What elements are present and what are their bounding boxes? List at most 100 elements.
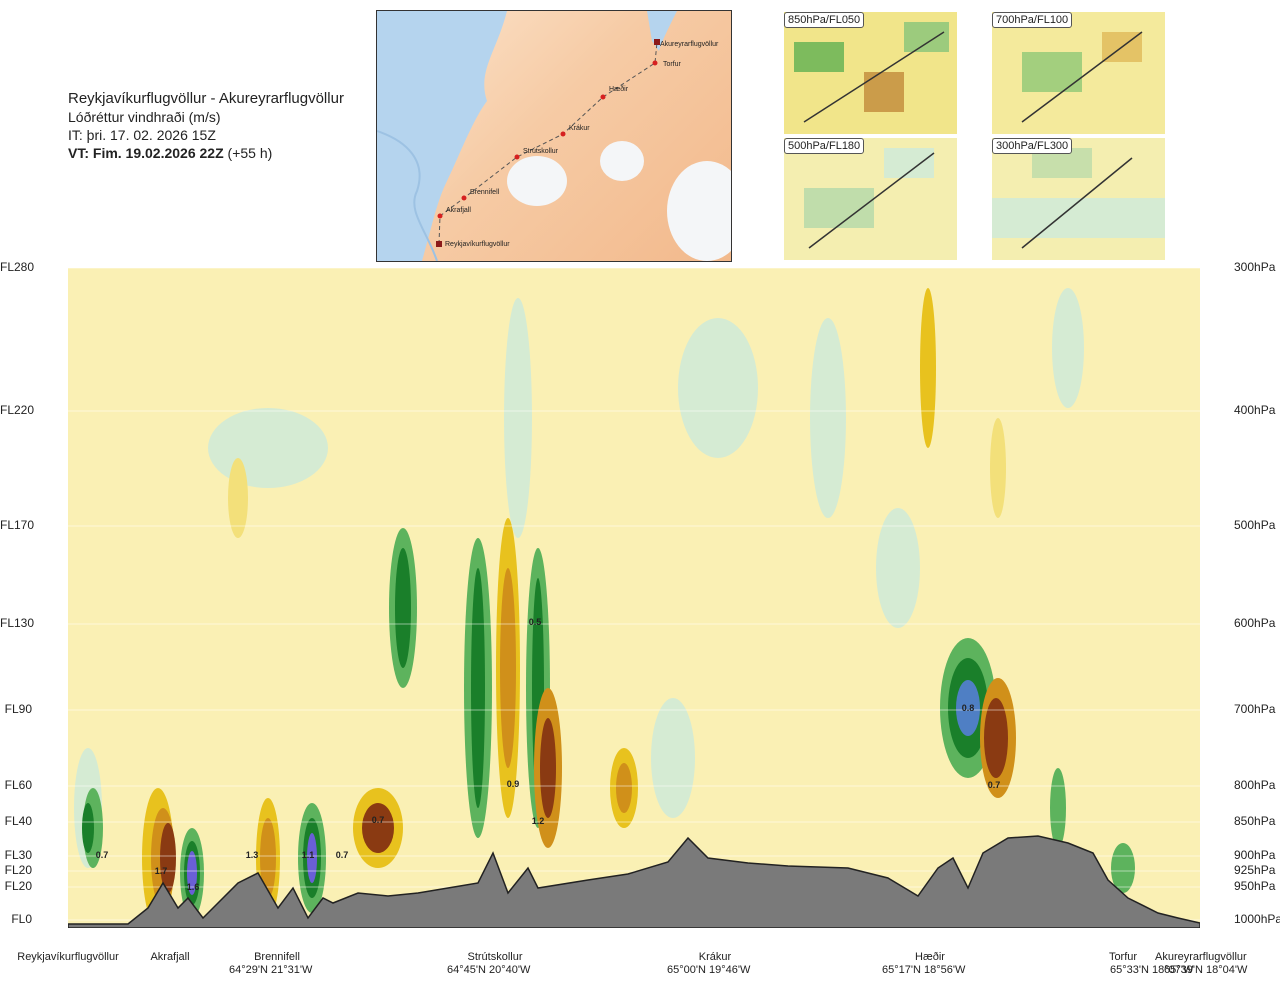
wind-cell: [471, 568, 485, 808]
wind-cell: [540, 718, 556, 818]
wind-cell: [651, 698, 695, 818]
waypoint-label: Torfur: [663, 61, 682, 68]
waypoint-marker: [652, 60, 658, 66]
map-waypoints: Akureyrarflugvöllur Torfur Hæðir Krákur Strú…: [436, 39, 719, 248]
extremum-label: 1.3: [246, 850, 259, 860]
valid-time-bold: VT: Fim. 19.02.2026 22Z: [68, 145, 224, 161]
wind-cell: [504, 298, 532, 538]
waypoint-marker: [437, 213, 443, 219]
location-coord: 65°39'N 18°04'W: [1164, 964, 1248, 976]
wind-cell: [187, 851, 197, 895]
waypoint-marker: [436, 241, 442, 247]
waypoint-label: Akureyrarflugvöllur: [660, 41, 719, 48]
hpa-label: 700hPa: [1234, 702, 1276, 716]
extremum-label: 0.7: [336, 850, 349, 860]
wind-cell: [1111, 843, 1135, 893]
extremum-label: 1.1: [302, 850, 315, 860]
hpa-label: 900hPa: [1234, 848, 1276, 862]
fl-label: FL30: [4, 848, 32, 862]
extremum-label: 0.8: [962, 703, 975, 713]
waypoint-marker: [514, 154, 520, 160]
wind-cell: [810, 318, 846, 518]
location-name: Akureyrarflugvöllur: [1155, 951, 1247, 963]
fl-label: FL0: [11, 912, 32, 926]
hpa-label: 300hPa: [1234, 260, 1276, 274]
extremum-label: 1.6: [187, 882, 200, 892]
extremum-label: 0.7: [988, 780, 1001, 790]
wind-cell: [1052, 288, 1084, 408]
location-coord: 64°45'N 20°40'W: [447, 964, 531, 976]
waypoint-marker: [600, 94, 606, 100]
hpa-label: 950hPa: [1234, 879, 1276, 893]
location-name: Hæðir: [915, 951, 945, 963]
waypoint-label: Akrafjall: [446, 207, 471, 214]
wind-cell: [1050, 768, 1066, 848]
fl-label: FL280: [0, 260, 35, 274]
wind-cell: [160, 823, 176, 893]
fl-label: FL170: [0, 518, 35, 532]
waypoint-label: Krákur: [569, 125, 590, 132]
waypoint-label: Brennifell: [470, 189, 500, 196]
valid-time: VT: Fim. 19.02.2026 22Z (+55 h): [68, 144, 344, 162]
location-name: Torfur: [1108, 951, 1138, 963]
waypoint-label: Strútskollur: [523, 148, 559, 155]
fl-label: FL60: [4, 778, 32, 792]
overview-map-graphic: Akureyrarflugvöllur Torfur Hæðir Krákur Strú…: [377, 11, 731, 261]
panel-300-label: 300hPa/FL300: [992, 138, 1073, 154]
panel-300-graphic: [992, 138, 1165, 260]
wind-cell: [616, 763, 632, 813]
location-name: Strútskollur: [467, 951, 523, 963]
panel-700-graphic: [992, 12, 1165, 134]
title-block: Reykjavíkurflugvöllur - Akureyrarflugvöl…: [68, 90, 344, 162]
wind-cell: [208, 408, 328, 488]
extremum-label: 0.7: [372, 815, 385, 825]
wind-cell: [678, 318, 758, 458]
wind-cell: [956, 680, 980, 736]
hpa-label: 1000hPa: [1234, 912, 1280, 926]
hpa-label: 500hPa: [1234, 518, 1276, 532]
wind-cell: [362, 803, 394, 853]
panel-500: 500hPa/FL180: [784, 138, 957, 260]
wind-cell: [990, 418, 1006, 518]
hpa-label: 800hPa: [1234, 778, 1276, 792]
wind-cell: [307, 833, 317, 883]
panel-500-label: 500hPa/FL180: [784, 138, 865, 154]
extremum-label: 0.7: [96, 850, 109, 860]
panel-850-graphic: [784, 12, 957, 134]
wind-field-shapes: [74, 288, 1135, 928]
plot-background: [68, 268, 1200, 928]
wind-cell: [500, 568, 516, 768]
valid-time-offset: (+55 h): [227, 145, 273, 161]
extremum-label: 0.5: [529, 617, 542, 627]
fl-label: FL90: [4, 702, 32, 716]
wind-cell: [876, 508, 920, 628]
terrain: [68, 835, 1200, 928]
extremum-label: 1.2: [532, 816, 545, 826]
location-coord: 64°29'N 21°31'W: [229, 964, 313, 976]
location-coord: 65°17'N 18°56'W: [882, 964, 966, 976]
fl-label: FL220: [0, 403, 35, 417]
location-coord: 65°33'N 18°07'W: [1110, 964, 1194, 976]
panel-850: 850hPa/FL050: [784, 12, 957, 134]
fl-label: FL130: [0, 616, 35, 630]
panel-850-label: 850hPa/FL050: [784, 12, 865, 28]
fl-label: FL20: [4, 879, 32, 893]
location-coord: 65°00'N 19°46'W: [667, 964, 751, 976]
hpa-label: 600hPa: [1234, 616, 1276, 630]
wind-cell: [395, 548, 411, 668]
waypoint-label: Reykjavíkurflugvöllur: [445, 241, 510, 248]
panel-700-label: 700hPa/FL100: [992, 12, 1073, 28]
location-name: Krákur: [698, 951, 732, 963]
location-name: Akrafjall: [150, 951, 190, 963]
hpa-label: 400hPa: [1234, 403, 1276, 417]
waypoint-marker: [560, 131, 566, 137]
hpa-label: 925hPa: [1234, 863, 1276, 877]
panel-700: 700hPa/FL100: [992, 12, 1165, 134]
location-name: Reykjavíkurflugvöllur: [17, 951, 119, 963]
location-name: Brennifell: [254, 951, 300, 963]
waypoint-marker: [654, 39, 660, 45]
issue-time: IT: þri. 17. 02. 2026 15Z: [68, 127, 216, 143]
extremum-label: 1.7: [155, 866, 168, 876]
route-title: Reykjavíkurflugvöllur - Akureyrarflugvöl…: [68, 90, 344, 107]
panel-300: 300hPa/FL300: [992, 138, 1165, 260]
